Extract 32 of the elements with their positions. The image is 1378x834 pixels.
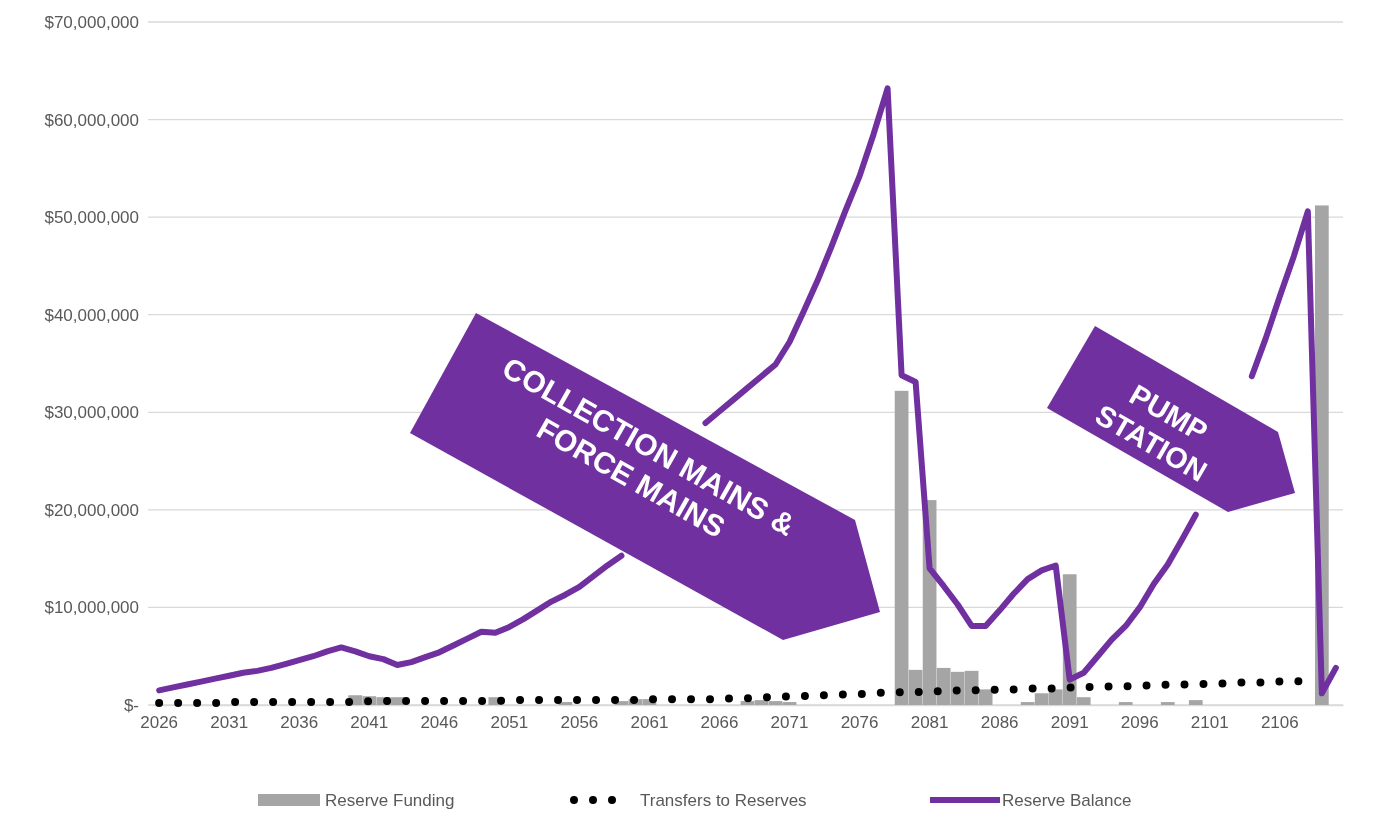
bar [1160,702,1175,705]
bar [558,702,573,705]
y-tick-label: $40,000,000 [44,305,139,325]
x-tick-label: 2046 [420,713,459,733]
x-tick-label: 2031 [210,713,249,733]
x-tick-label: 2076 [840,713,879,733]
legend-label: Reserve Balance [1002,791,1132,810]
legend-label: Reserve Funding [325,791,455,810]
x-tick-label: 2101 [1190,713,1229,733]
x-tick-label: 2061 [630,713,669,733]
y-tick-label: $60,000,000 [44,110,139,130]
x-tick-label: 2036 [280,713,319,733]
x-tick-label: 2056 [560,713,599,733]
x-tick-label: 2096 [1120,713,1159,733]
bar [1188,700,1203,705]
y-tick-label: $30,000,000 [44,403,139,423]
legend-label: Transfers to Reserves [640,791,807,810]
x-tick-label: 2026 [140,713,179,733]
x-tick-label: 2066 [700,713,739,733]
x-tick-label: 2091 [1050,713,1089,733]
x-tick-label: 2051 [490,713,529,733]
x-tick-label: 2041 [350,713,389,733]
x-tick-label: 2071 [770,713,809,733]
x-tick-label: 2081 [910,713,949,733]
y-tick-label: $50,000,000 [44,208,139,228]
y-tick-label: $70,000,000 [44,12,139,32]
bar [1118,702,1133,705]
y-tick-label: $- [123,695,139,715]
y-tick-label: $10,000,000 [44,598,139,618]
x-tick-label: 2086 [980,713,1019,733]
y-tick-label: $20,000,000 [44,500,139,520]
x-tick-label: 2106 [1260,713,1299,733]
